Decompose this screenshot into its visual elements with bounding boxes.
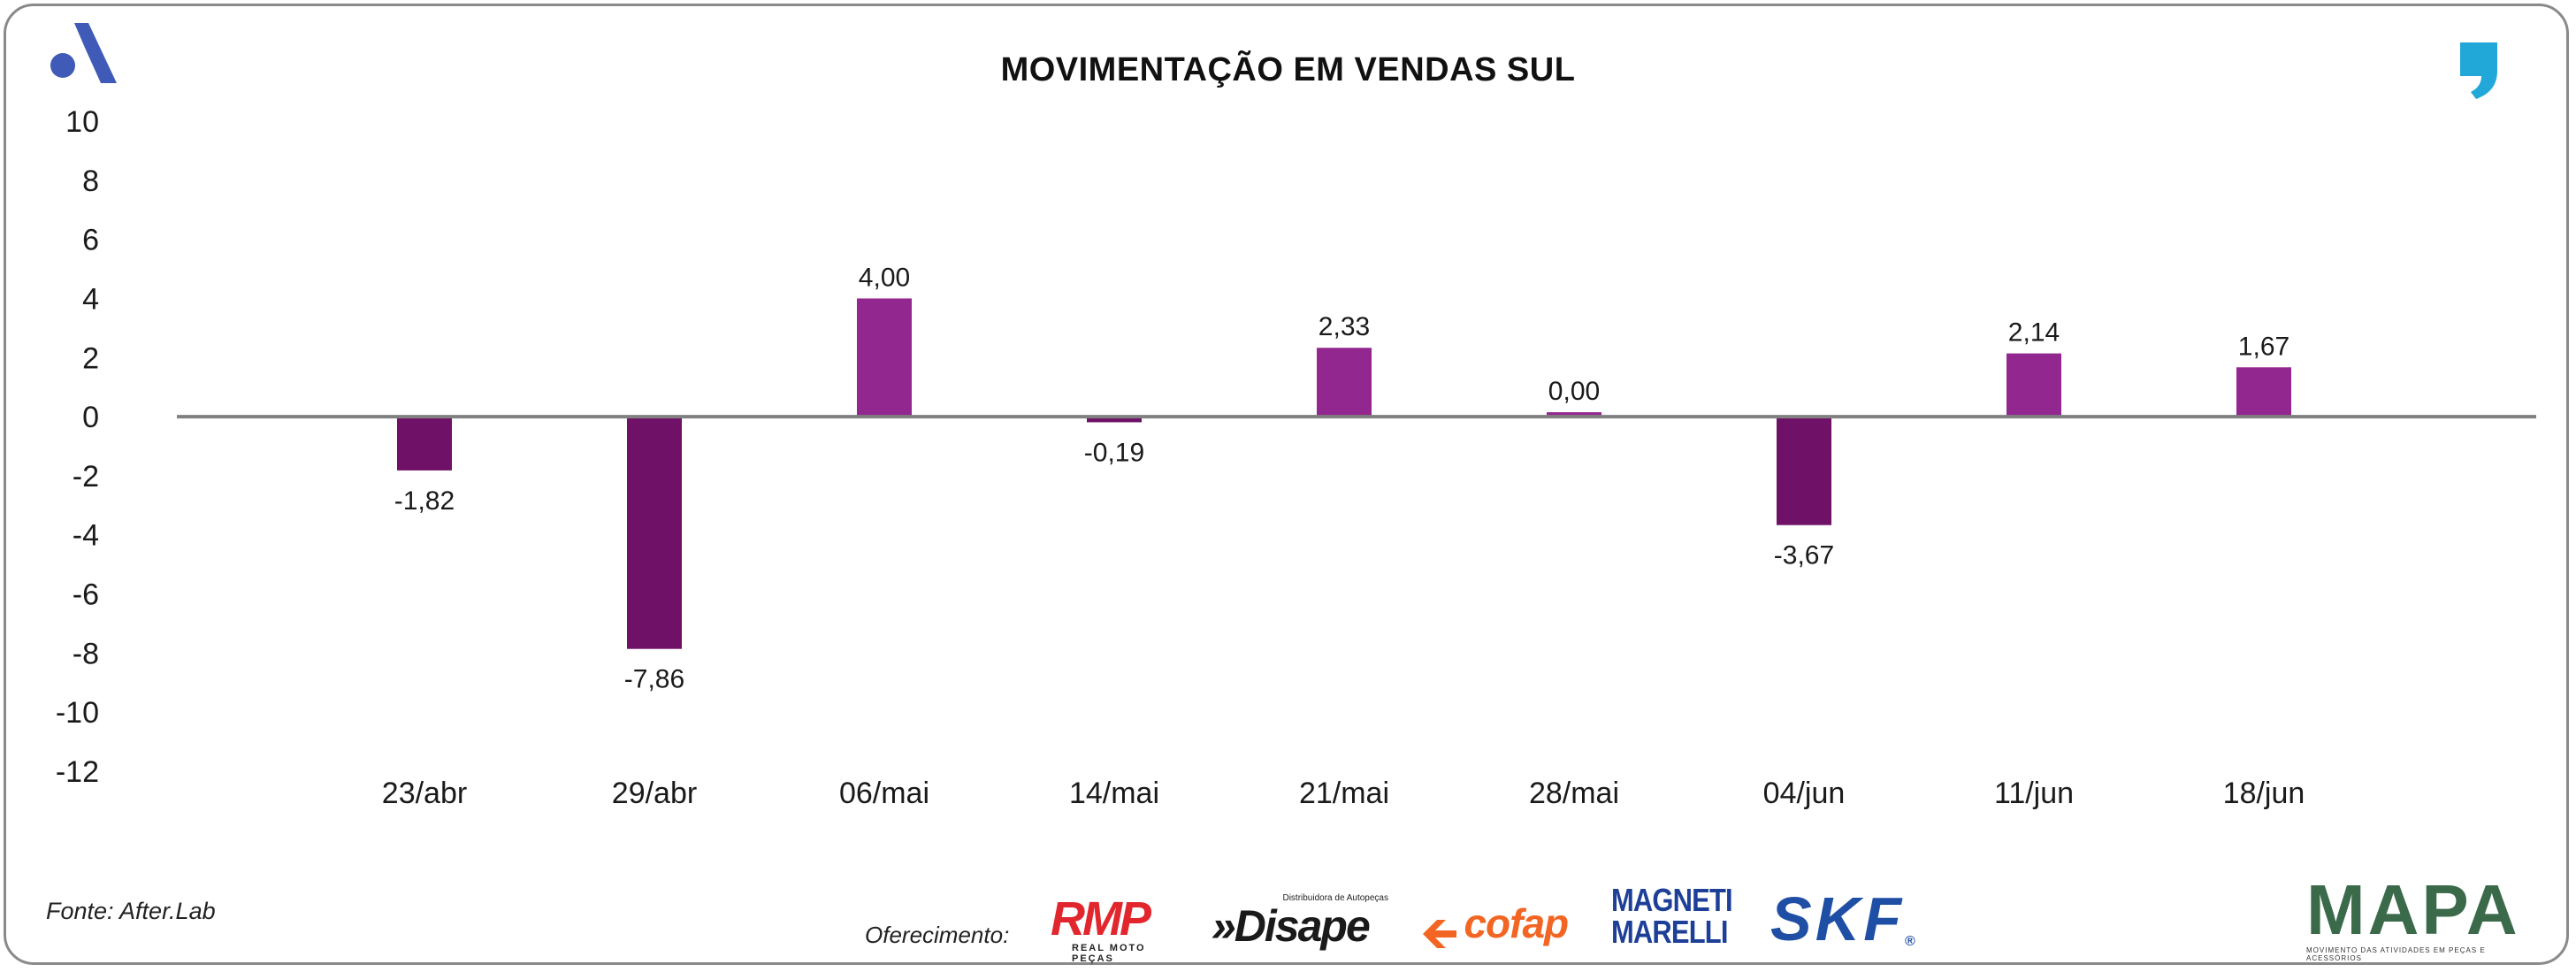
bar-value-label: 4,00 bbox=[859, 263, 910, 292]
x-axis-ticks: 23/abr 29/abr 06/mai 14/mai 21/mai 28/mai 04/j… bbox=[382, 777, 2305, 810]
y-tick-label: -10 bbox=[56, 696, 99, 730]
chart-frame bbox=[4, 4, 2569, 965]
rmp-logo-text: RMP bbox=[1051, 892, 1151, 945]
cofap-logo-text: cofap bbox=[1464, 900, 1569, 946]
disape-logo-subtitle: Distribuidora de Autopeças bbox=[1282, 893, 1388, 903]
skf-logo-text: SKF bbox=[1770, 884, 1905, 953]
y-tick-label: 8 bbox=[82, 165, 99, 198]
bar bbox=[857, 298, 912, 417]
cofap-mark-icon bbox=[1423, 919, 1456, 948]
x-tick-label: 04/jun bbox=[1763, 777, 1846, 810]
bar bbox=[2007, 353, 2061, 417]
value-labels: -1,82 -7,86 4,00 -0,19 2,33 0,00 -3,67 2,14 1,67 bbox=[394, 263, 2289, 693]
y-tick-label: -8 bbox=[73, 637, 99, 670]
bar-value-label: 2,14 bbox=[2008, 318, 2060, 348]
brand-logo-icon bbox=[50, 18, 120, 93]
bars bbox=[397, 298, 2291, 649]
magneti-logo-line1: MAGNETI bbox=[1611, 882, 1733, 918]
disape-logo: Distribuidora de Autopeças »Disape bbox=[1212, 893, 1388, 952]
bar bbox=[1317, 348, 1372, 417]
bar-value-label: 2,33 bbox=[1319, 312, 1370, 341]
disape-logo-text: »Disape bbox=[1212, 901, 1371, 951]
bar-value-label: 0,00 bbox=[1548, 377, 1600, 406]
y-tick-label: 6 bbox=[82, 224, 99, 257]
cofap-logo: cofap bbox=[1419, 897, 1592, 950]
bar-value-label: -3,67 bbox=[1774, 541, 1834, 570]
y-tick-label: -4 bbox=[73, 519, 99, 553]
y-tick-label: -12 bbox=[56, 755, 99, 789]
bar-value-label: -7,86 bbox=[624, 665, 684, 694]
y-tick-label: -2 bbox=[73, 460, 99, 494]
mapa-logo-tagline: MOVIMENTO DAS ATIVIDADES EM PEÇAS E ACES… bbox=[2306, 946, 2486, 962]
magneti-marelli-logo: MAGNETI MARELLI bbox=[1611, 884, 1744, 952]
bar-value-label: 1,67 bbox=[2238, 332, 2289, 361]
rmp-logo: RMP REAL MOTO PEÇAS bbox=[1051, 892, 1183, 964]
x-tick-label: 29/abr bbox=[612, 777, 697, 810]
offer-label: Oferecimento: bbox=[865, 922, 1010, 948]
bar bbox=[1547, 412, 1601, 417]
x-tick-label: 06/mai bbox=[839, 777, 929, 810]
y-tick-label: 0 bbox=[82, 401, 99, 434]
chart-title: MOVIMENTAÇÃO EM VENDAS SUL bbox=[1000, 51, 1576, 88]
bar bbox=[2236, 367, 2291, 417]
magneti-logo-line2: MARELLI bbox=[1611, 914, 1728, 950]
x-tick-label: 28/mai bbox=[1529, 777, 1619, 810]
bar-chart: 10 8 6 4 2 0 -2 -4 -6 -8 -10 -12 -1,82 -7,86 4,00 -0,1… bbox=[56, 105, 2536, 810]
x-tick-label: 14/mai bbox=[1069, 777, 1159, 810]
y-tick-label: 2 bbox=[82, 341, 99, 375]
rmp-logo-subtitle: REAL MOTO PEÇAS bbox=[1072, 943, 1146, 964]
x-tick-label: 23/abr bbox=[382, 777, 467, 810]
y-tick-label: -6 bbox=[73, 578, 99, 612]
bar-value-label: -0,19 bbox=[1084, 438, 1144, 467]
skf-logo: SKF® bbox=[1770, 888, 1983, 950]
y-tick-label: 10 bbox=[65, 105, 99, 139]
x-tick-label: 18/jun bbox=[2223, 777, 2305, 810]
x-tick-label: 21/mai bbox=[1299, 777, 1389, 810]
mapa-logo-text: MAPA bbox=[2306, 870, 2520, 949]
mapa-logo: MAPA MOVIMENTO DAS ATIVIDADES EM PEÇAS E… bbox=[2306, 870, 2520, 963]
bar bbox=[1087, 417, 1142, 423]
quote-mark-icon bbox=[2458, 41, 2501, 103]
bar bbox=[397, 417, 452, 471]
bar bbox=[1777, 417, 1831, 525]
bar bbox=[627, 417, 682, 649]
skf-registered-mark: ® bbox=[1905, 934, 1915, 949]
x-tick-label: 11/jun bbox=[1994, 777, 2074, 810]
y-tick-label: 4 bbox=[82, 282, 99, 316]
source-note: Fonte: After.Lab bbox=[46, 898, 216, 924]
y-axis-ticks: 10 8 6 4 2 0 -2 -4 -6 -8 -10 -12 bbox=[56, 105, 99, 789]
bar-value-label: -1,82 bbox=[394, 486, 455, 516]
